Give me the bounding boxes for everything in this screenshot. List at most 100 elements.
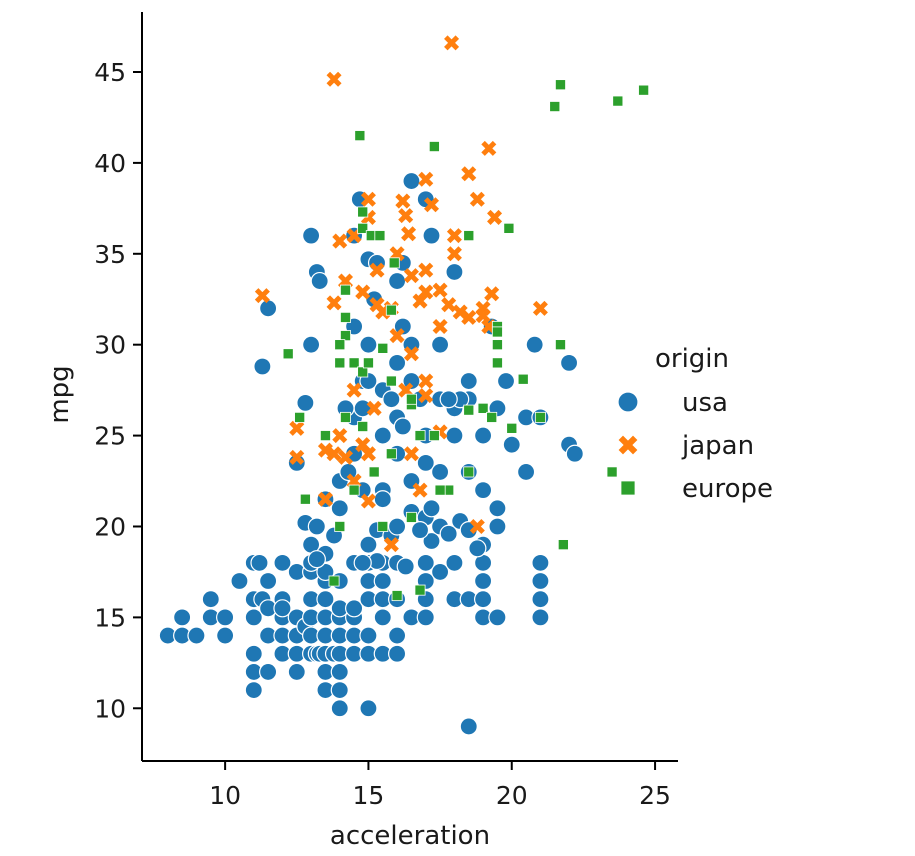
data-point-usa [531,553,550,572]
data-point-usa [473,481,493,500]
data-point-europe [334,357,346,369]
data-point-usa [430,562,450,582]
data-point-europe [340,330,351,342]
legend-item-japan: japan [618,431,754,461]
data-point-europe [405,511,417,523]
data-point-japan [418,284,434,300]
data-point-usa [330,662,349,682]
data-point-japan [326,71,342,87]
data-point-japan [369,262,385,278]
data-point-europe [340,411,351,423]
data-point-japan [332,428,348,444]
data-point-usa [316,590,335,609]
data-point-japan [461,309,477,325]
data-point-usa [330,499,349,518]
data-point-europe [612,95,624,107]
data-point-europe [606,466,618,478]
y-tick-label: 20 [94,512,126,541]
legend: origin usa japan europe [617,344,773,504]
data-point-usa [488,517,507,536]
data-point-europe [348,484,360,496]
data-point-europe [334,339,346,351]
data-point-europe [486,411,498,423]
data-point-usa [473,571,493,591]
data-point-japan [446,228,462,244]
data-point-usa [531,571,550,591]
data-point-japan [461,166,477,182]
data-point-usa [559,353,579,372]
data-point-europe [340,284,351,296]
data-point-usa [359,699,378,718]
data-point-usa [259,299,278,318]
data-point-usa [388,353,407,372]
data-point-usa [488,608,507,627]
data-point-europe [477,402,489,414]
x-tick-label: 10 [209,781,241,810]
data-point-usa [445,553,464,572]
data-point-europe [491,357,503,369]
data-point-europe [319,430,331,442]
y-tick-label: 40 [94,149,126,178]
data-point-europe [357,222,369,234]
data-point-japan [332,233,348,249]
legend-marker-usa [617,391,639,413]
data-point-europe [334,521,346,532]
data-point-usa [496,371,516,391]
data-point-japan [432,318,448,335]
data-point-usa [250,553,269,572]
x-tick-label: 20 [496,781,528,810]
y-tick-label: 25 [94,422,126,451]
data-point-europe [428,141,440,152]
data-point-usa [531,590,550,609]
data-point-usa [216,608,235,627]
data-point-usa [430,335,450,354]
data-point-japan [346,382,362,398]
legend-marker-japan [618,435,638,455]
data-point-japan [355,437,371,453]
data-point-usa [373,571,392,591]
legend-label-europe: europe [682,474,773,504]
data-point-europe [463,466,475,478]
legend-marker-europe [620,480,636,496]
data-point-usa [416,453,435,472]
data-point-europe [294,411,306,423]
data-point-usa [516,462,536,482]
data-point-japan [355,284,371,300]
data-point-usa [307,517,326,536]
data-point-japan [254,288,270,304]
data-point-europe [388,257,400,269]
data-point-japan [360,493,376,509]
data-point-japan [446,246,462,262]
data-point-japan [418,171,434,187]
data-point-usa [422,531,441,551]
x-ticks: 10 15 20 25 [209,761,671,810]
data-points [158,35,650,736]
data-point-europe [555,79,566,91]
data-point-usa [373,608,392,627]
data-point-usa [302,226,321,245]
data-point-europe [428,430,440,442]
data-point-japan [289,420,305,436]
data-point-europe [463,404,475,416]
data-point-usa [359,626,378,645]
series-japan [254,35,548,553]
x-axis-label: acceleration [330,821,490,851]
data-point-usa [216,626,235,645]
data-point-japan [444,35,460,51]
data-point-usa [416,553,435,572]
data-point-usa [473,426,493,445]
data-point-europe [534,411,546,423]
data-point-japan [441,297,457,313]
axes: 10 15 20 25 10 15 20 25 30 35 40 45 [94,12,678,810]
data-point-europe [391,590,403,602]
data-point-japan [395,193,411,209]
data-point-europe [491,326,503,338]
data-point-usa [388,644,407,663]
data-point-japan [326,295,342,311]
data-point-europe [414,584,426,596]
data-point-usa [353,553,372,572]
data-point-usa [388,271,407,291]
data-point-europe [357,421,369,432]
data-point-japan [418,262,434,278]
